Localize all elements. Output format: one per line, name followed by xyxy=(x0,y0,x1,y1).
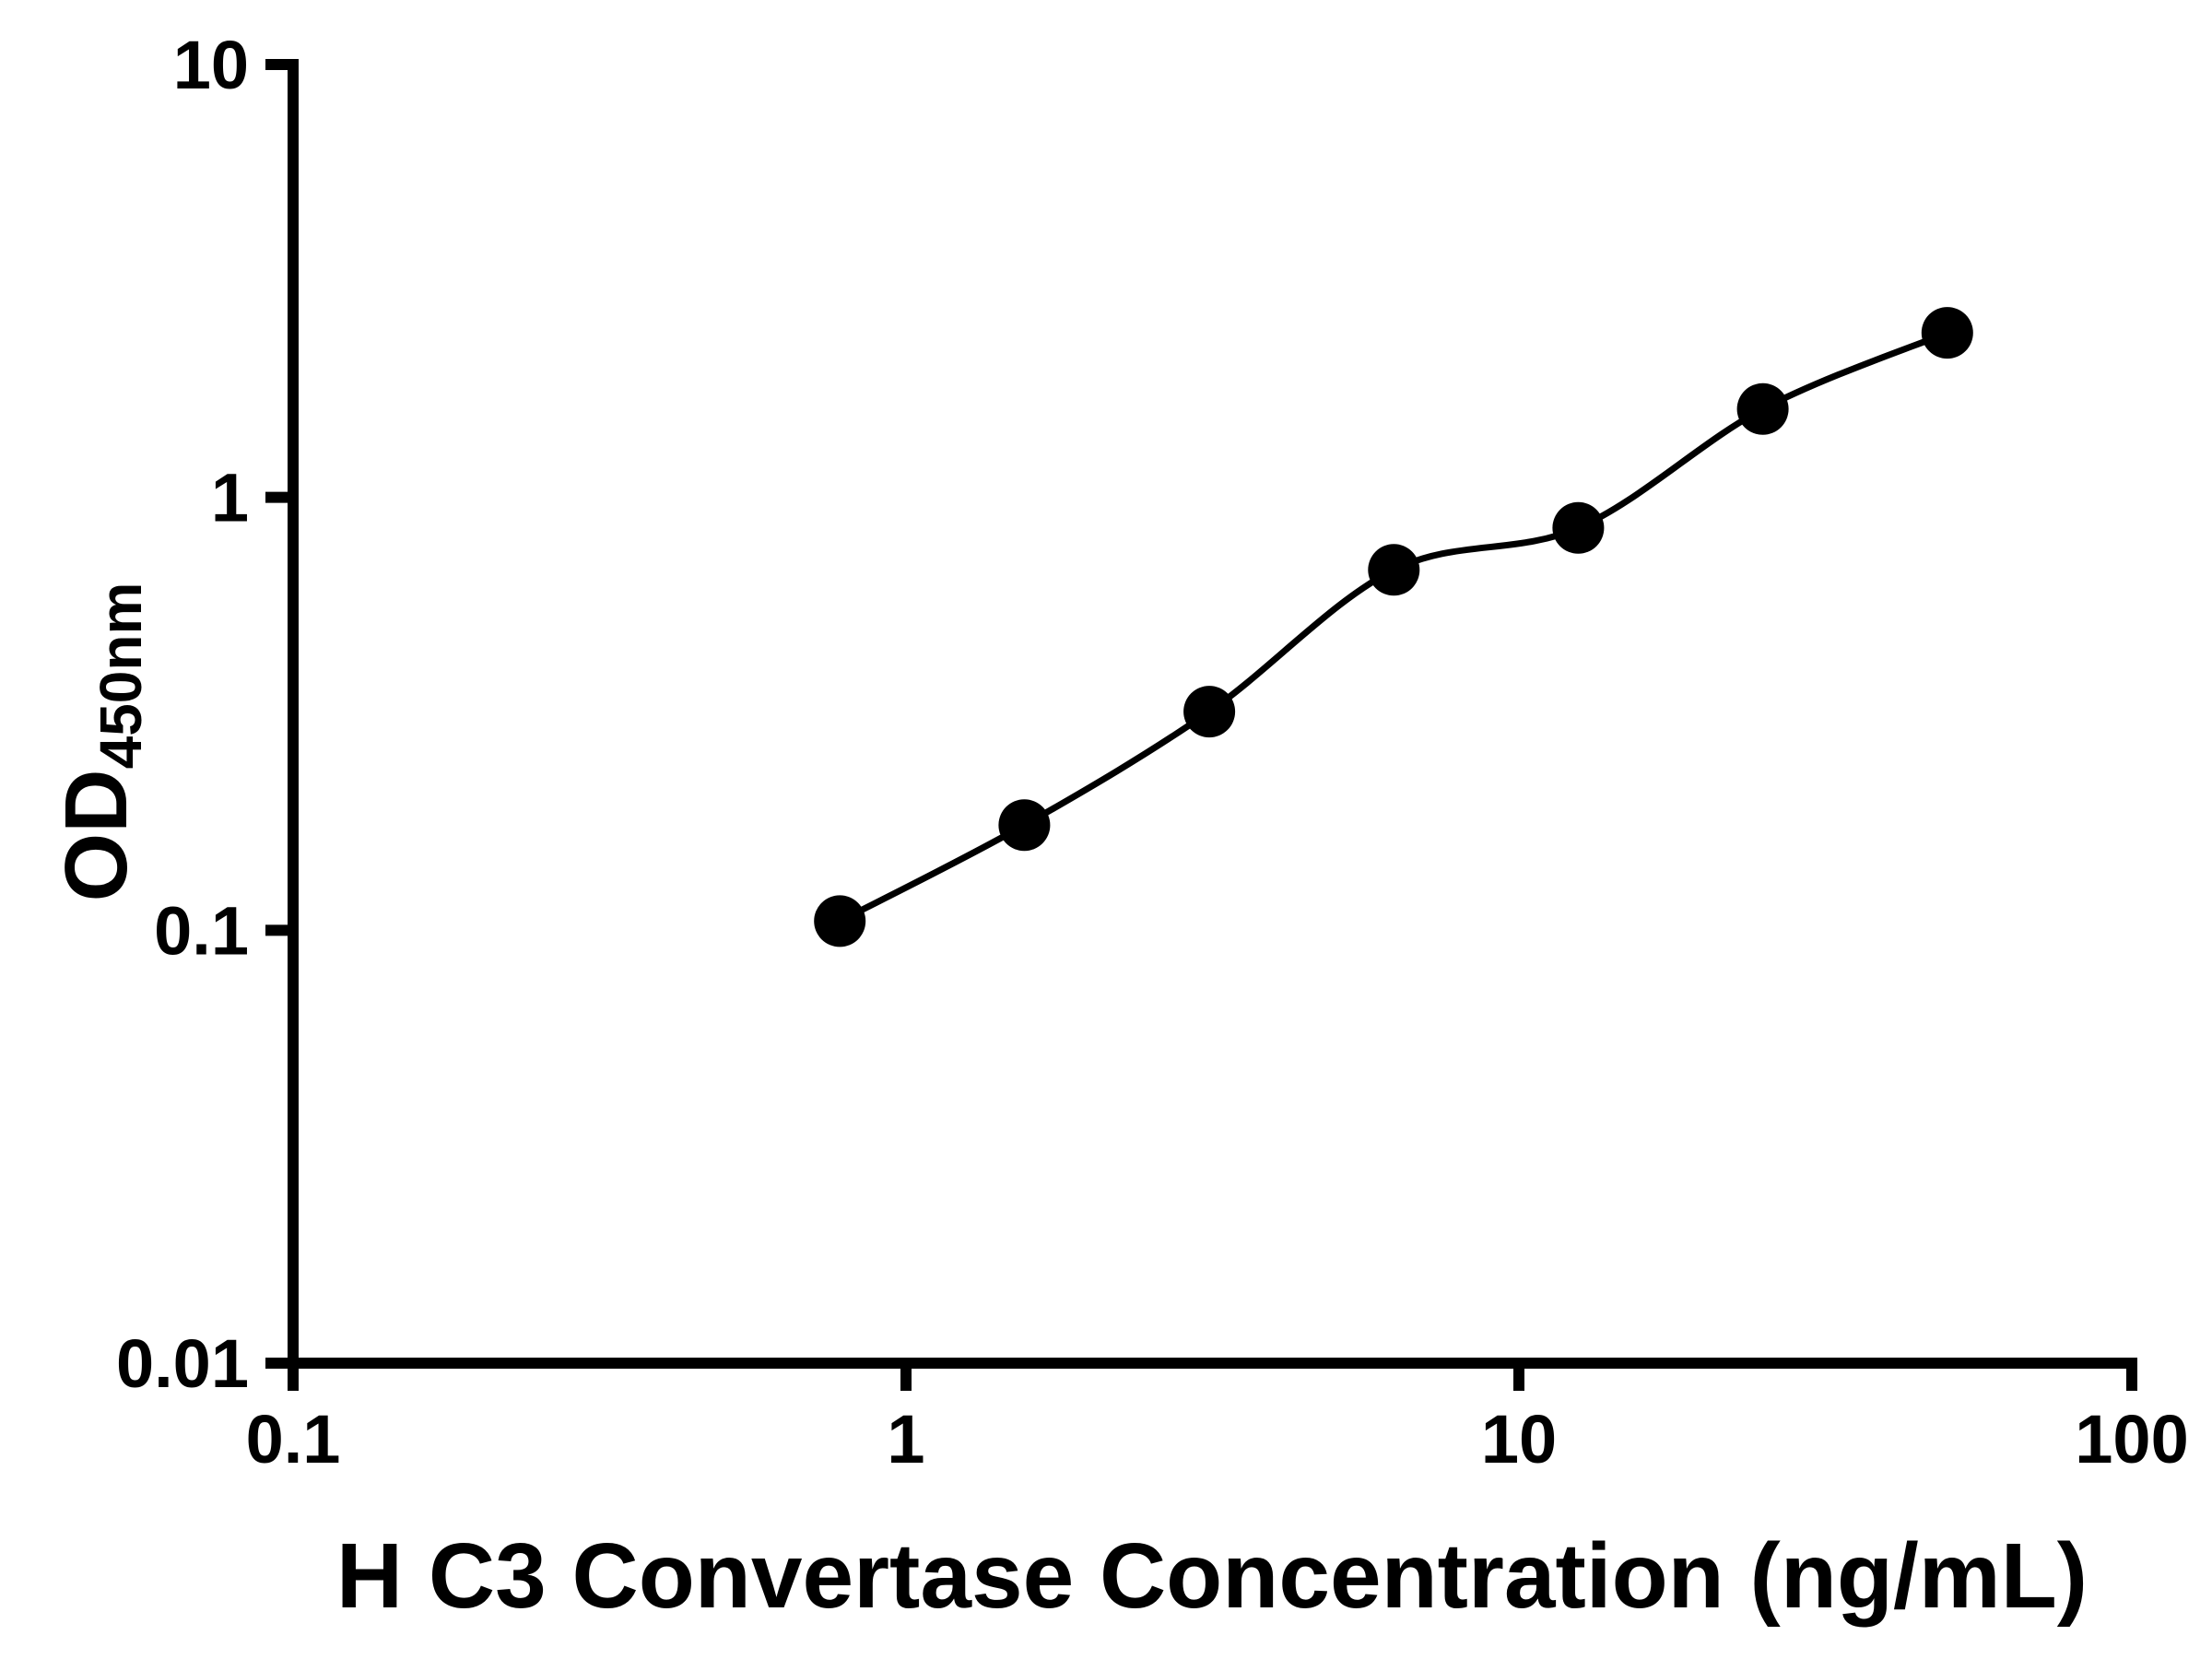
y-tick-label: 0.01 xyxy=(116,1325,249,1402)
x-tick-label: 100 xyxy=(2075,1401,2188,1477)
y-axis-title-subscript: 450nm xyxy=(88,582,154,770)
x-tick-label: 10 xyxy=(1481,1401,1557,1477)
data-point xyxy=(998,799,1051,852)
y-tick-label: 0.1 xyxy=(154,892,249,969)
data-point xyxy=(1921,307,1973,359)
y-axis-title: OD450nm xyxy=(37,456,157,1028)
y-tick-label: 1 xyxy=(211,460,249,536)
x-tick-label: 1 xyxy=(887,1401,924,1477)
x-axis-title: H C3 Convertase Concentration (ng/mL) xyxy=(335,1524,2088,1628)
y-axis-title-main: OD xyxy=(47,769,146,902)
x-tick-label: 0.1 xyxy=(246,1401,341,1477)
data-point xyxy=(1183,686,1236,738)
data-point xyxy=(814,895,866,947)
data-point xyxy=(1552,501,1605,554)
data-point xyxy=(1736,382,1789,435)
y-tick-label: 10 xyxy=(173,27,249,103)
data-point xyxy=(1368,544,1420,596)
